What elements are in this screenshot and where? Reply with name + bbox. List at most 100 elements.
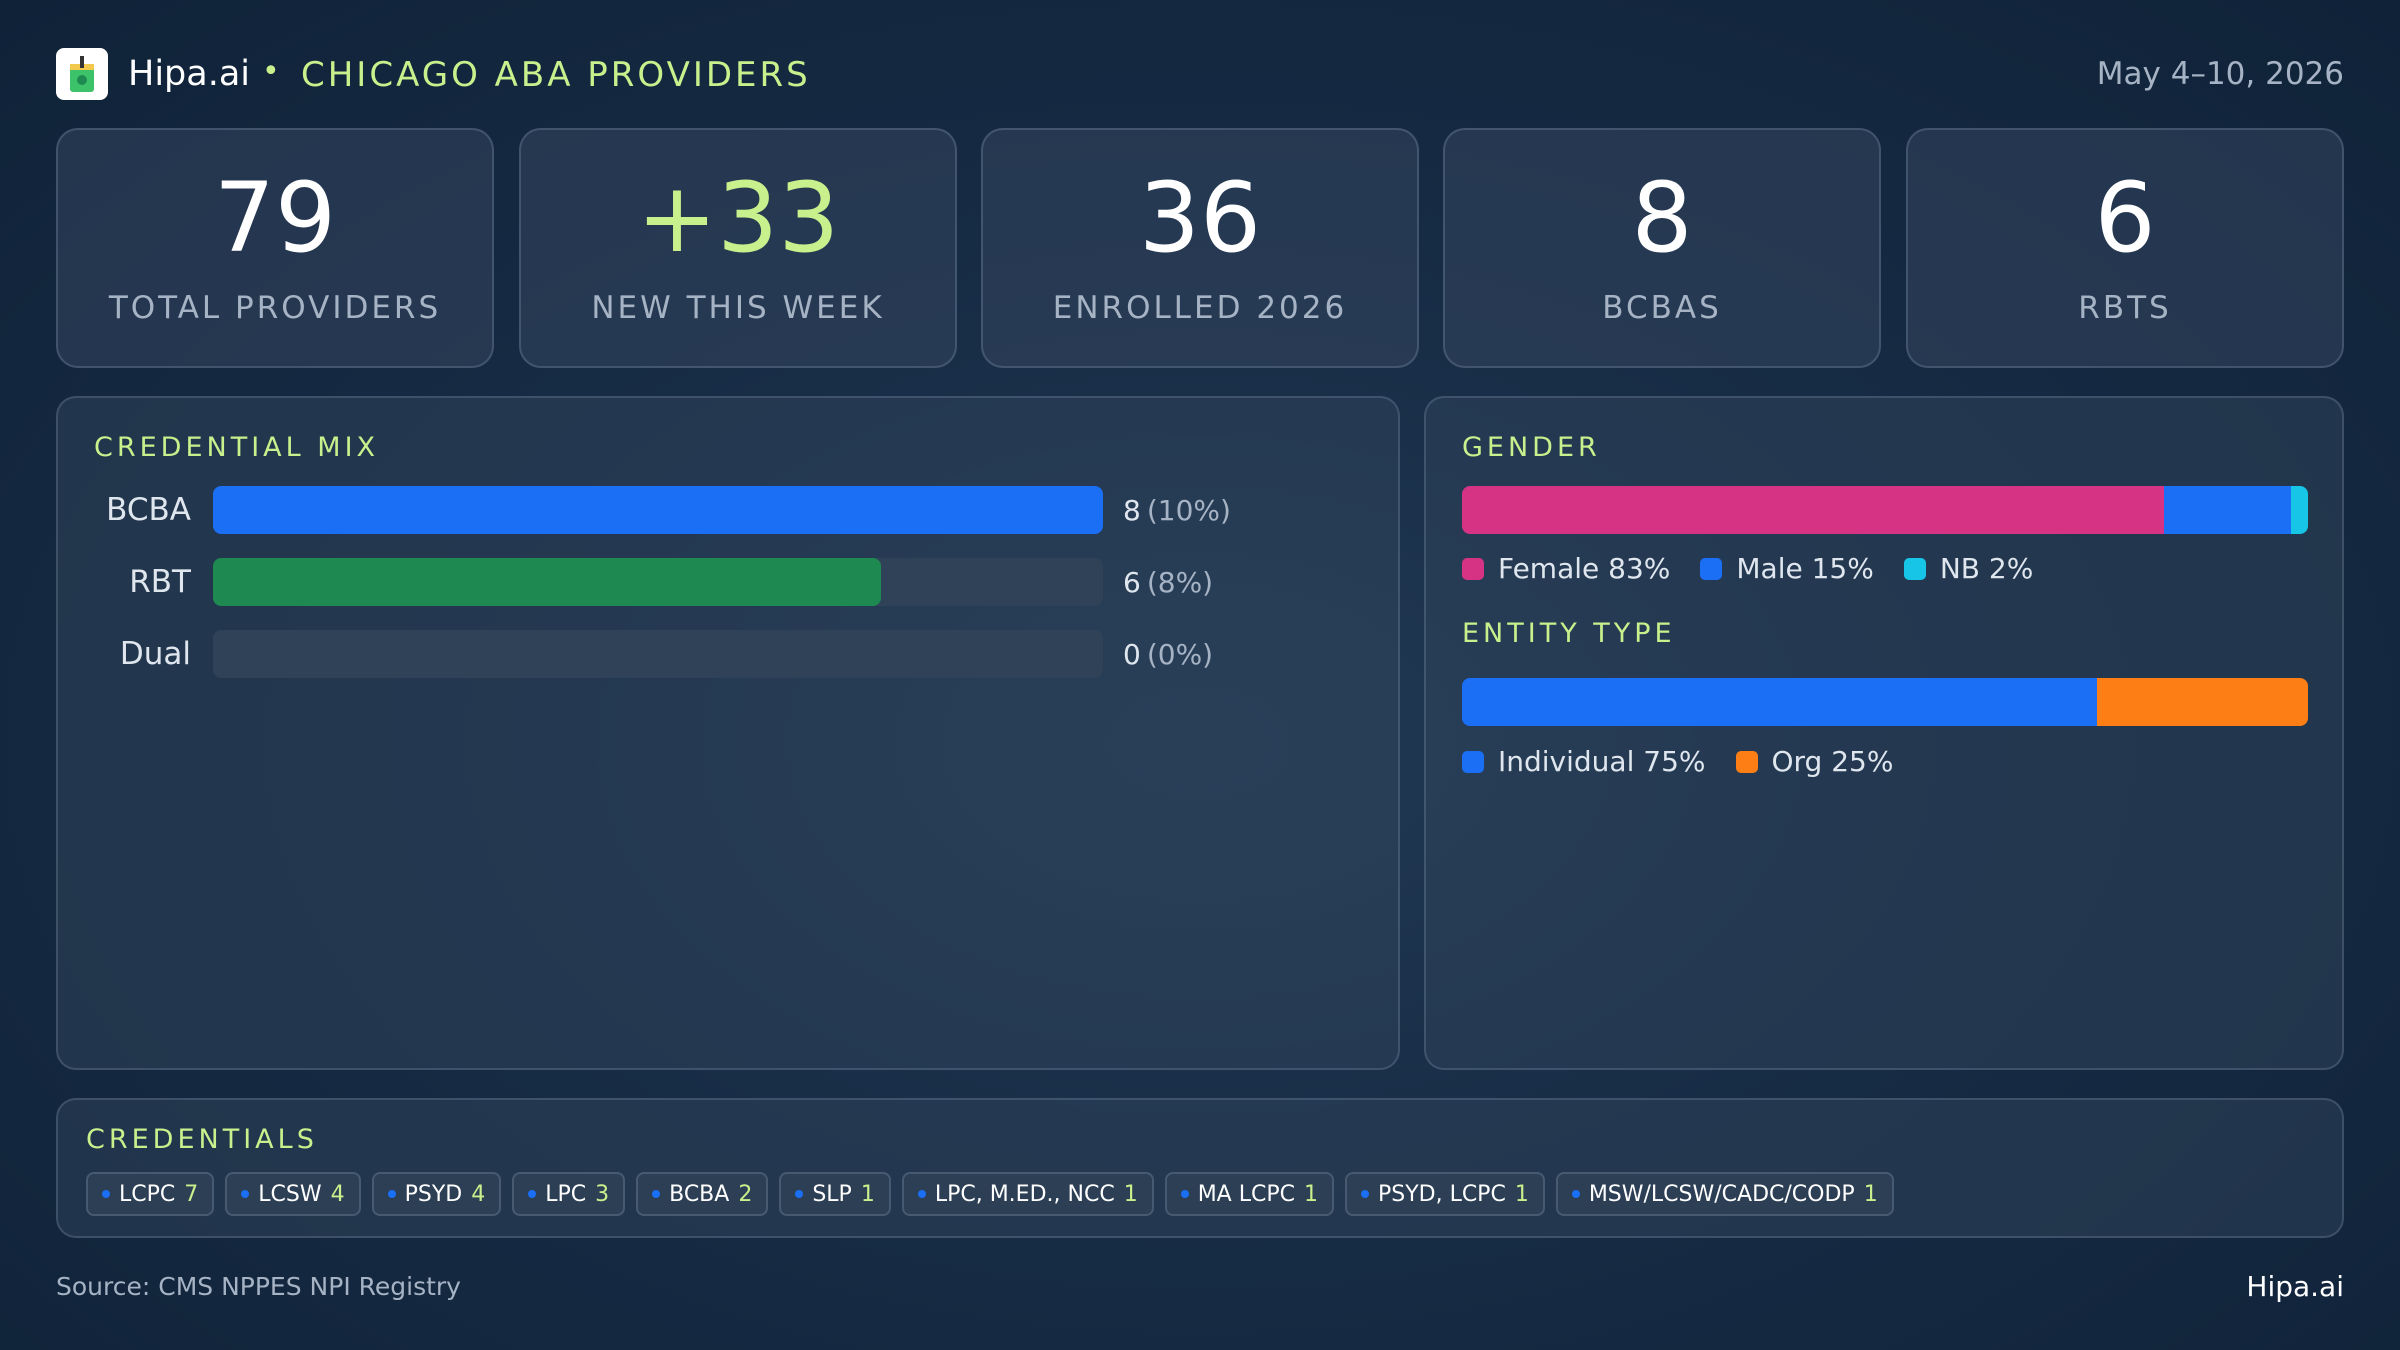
legend-swatch (1462, 557, 1484, 580)
credential-mix-panel: CREDENTIAL MIX BCBA 8 (10%) RBT 6 (8%) Dua… (56, 396, 1400, 1070)
credential-chip[interactable]: BCBA 2 (636, 1172, 769, 1216)
chip-count: 3 (595, 1181, 610, 1207)
legend-label: Org 25% (1771, 745, 1894, 778)
row-value: 6 (8%) (1123, 566, 1214, 599)
chip-label: MSW/LCSW/CADC/CODP (1588, 1181, 1855, 1207)
legend-label: Individual 75% (1498, 745, 1706, 778)
gender-stacked-bar (1462, 486, 2308, 534)
chip-count: 1 (860, 1181, 875, 1207)
credential-chip[interactable]: MA LCPC 1 (1164, 1172, 1334, 1216)
legend-item: Individual 75% (1462, 745, 1706, 778)
bullet-dot-icon (528, 1190, 537, 1198)
credential-chip[interactable]: MSW/LCSW/CADC/CODP 1 (1555, 1172, 1894, 1216)
gender-segment (2164, 486, 2292, 534)
chip-count: 4 (330, 1181, 345, 1207)
credential-chip-list: LCPC 7 LCSW 4 PSYD 4 LPC 3 BCBA 2 SLP 1 LPC, M.ED., … (86, 1172, 1905, 1216)
stat-card-total-providers: 79 TOTAL PROVIDERS (56, 128, 494, 368)
stat-label: RBTS (2078, 290, 2172, 326)
credential-chip[interactable]: LPC, M.ED., NCC 1 (901, 1172, 1154, 1216)
chip-label: PSYD, LCPC (1377, 1181, 1506, 1207)
chip-count: 7 (184, 1181, 199, 1207)
gender-legend: Female 83% Male 15% NB 2% (1462, 552, 2063, 585)
date-range: May 4–10, 2026 (2096, 56, 2344, 92)
entity-type-segment (1462, 678, 2097, 726)
bar-fill (213, 558, 881, 606)
chip-label: LCPC (119, 1181, 176, 1207)
legend-item: Org 25% (1735, 745, 1894, 778)
panel-title: CREDENTIAL MIX (94, 432, 380, 463)
row-label: BCBA (106, 492, 191, 528)
stat-value: 6 (2094, 162, 2156, 274)
row-label: Dual (119, 636, 191, 672)
stat-value: 36 (1138, 162, 1262, 274)
bullet-dot-icon (241, 1190, 250, 1198)
bullet-dot-icon (917, 1190, 926, 1198)
brand-name: Hipa.ai (128, 54, 251, 94)
gender-segment (1462, 486, 2165, 534)
stat-label: ENROLLED 2026 (1052, 290, 1348, 326)
bullet-dot-icon (1360, 1190, 1369, 1198)
stat-label: TOTAL PROVIDERS (108, 290, 442, 326)
chip-label: LCSW (258, 1181, 322, 1207)
bullet-dot-icon (795, 1190, 804, 1198)
chip-count: 2 (738, 1181, 753, 1207)
bullet-dot-icon (1180, 1190, 1189, 1198)
legend-item: Male 15% (1700, 552, 1874, 585)
chip-label: LPC (545, 1181, 587, 1207)
row-value: 8 (10%) (1123, 494, 1231, 527)
bar-track (213, 558, 1103, 606)
row-value: 0 (0%) (1123, 638, 1214, 671)
credential-row-bcba: BCBA 8 (10%) (58, 486, 1398, 534)
credential-row-dual: Dual 0 (0%) (58, 630, 1398, 678)
entity-type-stacked-bar (1462, 678, 2308, 726)
credential-chip[interactable]: LPC 3 (512, 1172, 626, 1216)
demographics-panel: GENDER Female 83% Male 15% NB 2% ENTITY TY… (1424, 396, 2344, 1070)
legend-label: NB 2% (1939, 552, 2034, 585)
footer-brand: Hipa.ai (2246, 1270, 2344, 1303)
dashboard-title: CHICAGO ABA PROVIDERS (301, 55, 811, 95)
chip-count: 4 (471, 1181, 486, 1207)
stat-card-enrolled-2026: 36 ENROLLED 2026 (981, 128, 1419, 368)
stat-card-bcbas: 8 BCBAS (1443, 128, 1881, 368)
bullet-dot-icon (652, 1190, 661, 1198)
chip-label: MA LCPC (1197, 1181, 1295, 1207)
stat-card-new-this-week: +33 NEW THIS WEEK (519, 128, 957, 368)
chip-count: 1 (1303, 1181, 1318, 1207)
credential-chip[interactable]: PSYD, LCPC 1 (1344, 1172, 1545, 1216)
stat-label: BCBAS (1602, 290, 1722, 326)
gender-title: GENDER (1462, 432, 1601, 463)
bar-track (213, 630, 1103, 678)
legend-label: Male 15% (1736, 552, 1874, 585)
credential-chip[interactable]: LCSW 4 (225, 1172, 361, 1216)
gender-segment (2291, 486, 2308, 534)
stat-value: 79 (213, 162, 337, 274)
legend-swatch (1462, 750, 1484, 773)
chip-label: PSYD (404, 1181, 463, 1207)
credential-chip[interactable]: SLP 1 (779, 1172, 891, 1216)
stat-label: NEW THIS WEEK (591, 290, 885, 326)
entity-type-title: ENTITY TYPE (1462, 618, 1676, 649)
bullet-dot-icon (387, 1190, 396, 1198)
bar-track (213, 486, 1103, 534)
bar-fill (213, 486, 1103, 534)
chip-label: LPC, M.ED., NCC (934, 1181, 1115, 1207)
legend-swatch (1735, 750, 1758, 773)
chip-label: BCBA (669, 1181, 730, 1207)
chip-label: SLP (812, 1181, 852, 1207)
legend-item: NB 2% (1903, 552, 2034, 585)
chip-count: 1 (1514, 1181, 1529, 1207)
entity-type-segment (2096, 678, 2308, 726)
source-note: Source: CMS NPPES NPI Registry (56, 1272, 461, 1301)
legend-swatch (1700, 557, 1723, 580)
legend-item: Female 83% (1462, 552, 1670, 585)
credential-chip[interactable]: LCPC 7 (86, 1172, 215, 1216)
stat-value: +33 (636, 162, 840, 274)
entity-type-legend: Individual 75% Org 25% (1462, 745, 1923, 778)
chip-count: 1 (1123, 1181, 1138, 1207)
bullet-dot-icon (1571, 1190, 1580, 1198)
credential-chip[interactable]: PSYD 4 (371, 1172, 502, 1216)
cup-icon[interactable] (56, 48, 108, 100)
stat-card-rbts: 6 RBTS (1906, 128, 2344, 368)
title-separator: • (262, 54, 280, 89)
credentials-panel: CREDENTIALS LCPC 7 LCSW 4 PSYD 4 LPC 3 BCBA 2 SLP 1… (56, 1098, 2344, 1238)
